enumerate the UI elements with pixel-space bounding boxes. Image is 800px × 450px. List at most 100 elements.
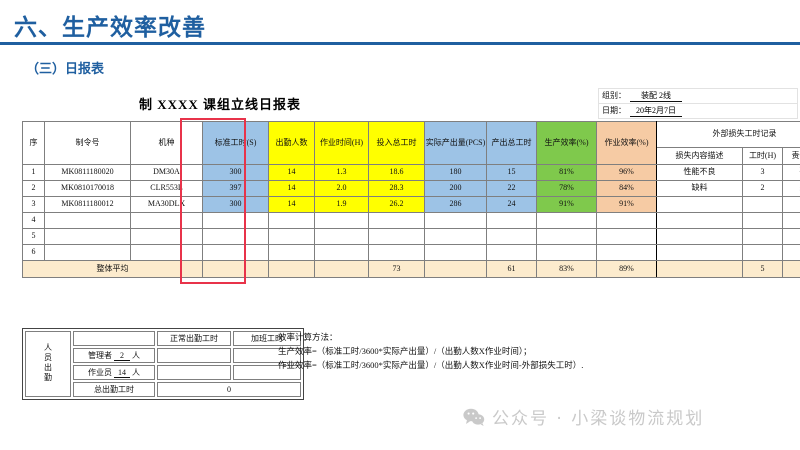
header-std-hours: 标准工时(S)	[202, 121, 269, 165]
table-row[interactable]: 5	[22, 228, 800, 245]
attendance-total-row: 总出勤工时 0	[25, 382, 301, 397]
summary-resp-unit	[781, 260, 800, 278]
meta-value-date: 20年2月7日	[630, 105, 682, 117]
wechat-icon	[463, 408, 485, 426]
summary-prod-eff: 83%	[536, 260, 597, 278]
cell-order-no: MK0811180020	[44, 164, 131, 181]
header-prod-eff: 生产效率(%)	[536, 121, 597, 165]
cell-model	[130, 244, 203, 261]
cell-actual-output: 180	[424, 164, 487, 181]
header-total-input: 投入总工时	[368, 121, 425, 165]
cell-loss-desc	[656, 212, 743, 229]
cell-std-hours: 300	[202, 164, 269, 181]
cell-loss-hours: 2	[742, 180, 783, 197]
cell-loss-desc	[656, 244, 743, 261]
header-output-hours: 产出总工时	[486, 121, 537, 165]
cell-output-hours	[486, 228, 537, 245]
header-resp-unit: 责任单位	[781, 147, 800, 165]
attendance-col-normal: 正常出勤工时	[157, 331, 231, 346]
cell-seq: 1	[22, 164, 45, 181]
cell-seq: 4	[22, 212, 45, 229]
cell-attendance: 14	[268, 196, 315, 213]
table-row[interactable]: 4	[22, 212, 800, 229]
summary-work-eff: 89%	[596, 260, 657, 278]
cell-work-eff	[596, 228, 657, 245]
daily-report-table[interactable]: 序 制令号 机种 标准工时(S) 出勤人数 作业时间(H) 投入总工时 实际产出…	[22, 121, 800, 278]
cell-loss-hours	[742, 244, 783, 261]
cell-output-hours: 22	[486, 180, 537, 197]
table-row[interactable]: 3 MK0811180012 MA30DLX 300 14 1.9 26.2 2…	[22, 196, 800, 213]
cell-model: MA30DLX	[130, 196, 203, 213]
attendance-overtime-manager[interactable]	[233, 348, 301, 363]
table-row[interactable]: 2 MK0810170018 CLR553L 397 14 2.0 28.3 2…	[22, 180, 800, 197]
summary-output-hours: 61	[486, 260, 537, 278]
meta-group: 组别： 装配 2线	[598, 88, 798, 104]
attendance-blank-cell	[73, 331, 155, 346]
cell-total-input: 28.3	[368, 180, 425, 197]
cell-attendance	[268, 244, 315, 261]
attendance-row[interactable]: 管理者 2 人	[25, 348, 301, 363]
header-work-time: 作业时间(H)	[314, 121, 369, 165]
meta-value-group: 装配 2线	[630, 90, 682, 102]
cell-work-time: 2.0	[314, 180, 369, 197]
cell-prod-eff	[536, 244, 597, 261]
spreadsheet-canvas[interactable]: 制 XXXX 课组立线日报表 组别： 装配 2线 日期： 20年2月7日	[22, 88, 800, 424]
cell-order-no	[44, 212, 131, 229]
cell-actual-output	[424, 228, 487, 245]
attendance-count-worker[interactable]: 14	[114, 368, 130, 378]
summary-actual-output	[424, 260, 487, 278]
cell-work-time	[314, 244, 369, 261]
header-attendance: 出勤人数	[268, 121, 315, 165]
cell-total-input	[368, 212, 425, 229]
header-actual-output: 实际产出量(PCS)	[424, 121, 487, 165]
cell-std-hours	[202, 244, 269, 261]
summary-row: 整体平均 73 61 83% 89% 5	[22, 260, 800, 278]
cell-prod-eff	[536, 212, 597, 229]
title-underline-rule	[0, 42, 800, 45]
watermark: 公众号 · 小梁谈物流规划	[463, 404, 704, 429]
formula-block: 效率计算方法： 生产效率=（标准工时/3600*实际产出量）/（出勤人数X作业时…	[278, 330, 583, 372]
cell-seq: 5	[22, 228, 45, 245]
attendance-table[interactable]: 人员出勤 正常出勤工时 加班工时 管理者 2 人 作业员 14 人 总出勤工时 …	[22, 328, 304, 400]
cell-order-no: MK0810170018	[44, 180, 131, 197]
cell-loss-desc: 缺料	[656, 180, 743, 197]
attendance-normal-worker[interactable]	[157, 365, 231, 380]
cell-work-eff	[596, 212, 657, 229]
attendance-total-label: 总出勤工时	[73, 382, 155, 397]
formula-title: 效率计算方法：	[278, 332, 338, 342]
cell-loss-hours	[742, 228, 783, 245]
summary-attendance	[268, 260, 315, 278]
cell-actual-output	[424, 244, 487, 261]
cell-output-hours: 15	[486, 164, 537, 181]
attendance-role-worker: 作业员 14 人	[73, 365, 155, 380]
attendance-row[interactable]: 作业员 14 人	[25, 365, 301, 380]
cell-attendance	[268, 212, 315, 229]
attendance-count-manager[interactable]: 2	[114, 351, 130, 361]
cell-work-eff	[596, 244, 657, 261]
cell-loss-desc	[656, 196, 743, 213]
cell-std-hours	[202, 228, 269, 245]
attendance-unit-worker: 人	[132, 368, 140, 377]
meta-label-group: 组别：	[602, 91, 626, 100]
attendance-role-manager: 管理者 2 人	[73, 348, 155, 363]
attendance-normal-manager[interactable]	[157, 348, 231, 363]
header-loss-hours: 工时(H)	[742, 147, 783, 165]
cell-work-time: 1.9	[314, 196, 369, 213]
cell-order-no	[44, 244, 131, 261]
table-row[interactable]: 6	[22, 244, 800, 261]
cell-prod-eff: 78%	[536, 180, 597, 197]
cell-work-eff: 96%	[596, 164, 657, 181]
table-row[interactable]: 1 MK0811180020 DM30A 300 14 1.3 18.6 180…	[22, 164, 800, 181]
summary-work-time	[314, 260, 369, 278]
summary-loss-hours: 5	[742, 260, 783, 278]
cell-resp-unit	[781, 228, 800, 245]
cell-std-hours: 300	[202, 196, 269, 213]
cell-output-hours	[486, 212, 537, 229]
header-loss-desc: 损失内容描述	[656, 147, 743, 165]
attendance-overtime-worker[interactable]	[233, 365, 301, 380]
summary-std-hours	[202, 260, 269, 278]
header-work-eff: 作业效率(%)	[596, 121, 657, 165]
summary-label: 整体平均	[22, 260, 203, 278]
formula-line-production: 生产效率=（标准工时/3600*实际产出量）/（出勤人数X作业时间）；	[278, 346, 532, 357]
cell-model: DM30A	[130, 164, 203, 181]
